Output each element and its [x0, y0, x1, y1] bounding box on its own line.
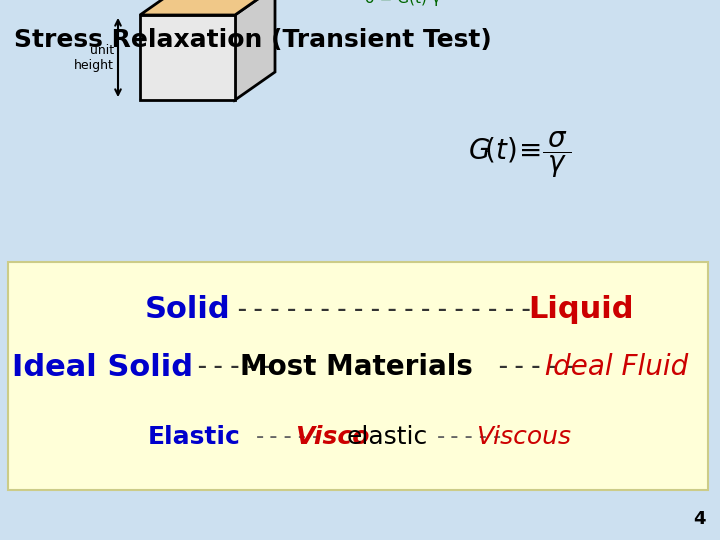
Text: Stress Relaxation (Transient Test): Stress Relaxation (Transient Test)	[14, 28, 492, 52]
Text: σ = G(t) γ: σ = G(t) γ	[365, 0, 441, 6]
Text: Elastic: Elastic	[148, 425, 241, 449]
Text: Ideal Fluid: Ideal Fluid	[545, 353, 688, 381]
Polygon shape	[140, 15, 235, 100]
Text: Liquid: Liquid	[528, 295, 634, 325]
Text: -----: -----	[494, 353, 577, 381]
Text: elastic: elastic	[347, 425, 428, 449]
Text: Viscous: Viscous	[476, 425, 571, 449]
Text: 4: 4	[693, 510, 706, 528]
Bar	[8, 262, 708, 490]
Text: Visco: Visco	[295, 425, 369, 449]
Polygon shape	[140, 0, 275, 15]
Text: -----: -----	[193, 353, 276, 381]
Text: -----: -----	[253, 425, 324, 449]
Text: Ideal Solid: Ideal Solid	[12, 353, 193, 381]
Polygon shape	[235, 0, 275, 100]
Text: unit
height: unit height	[74, 44, 114, 71]
Text: ------------------: ------------------	[233, 296, 534, 324]
Text: Most Materials: Most Materials	[240, 353, 473, 381]
Text: $G\!\left(t\right)\!\equiv\!\dfrac{\,\sigma\,}{\gamma}$: $G\!\left(t\right)\!\equiv\!\dfrac{\,\si…	[469, 130, 572, 180]
Text: -----: -----	[434, 425, 505, 449]
Text: Solid: Solid	[145, 295, 230, 325]
